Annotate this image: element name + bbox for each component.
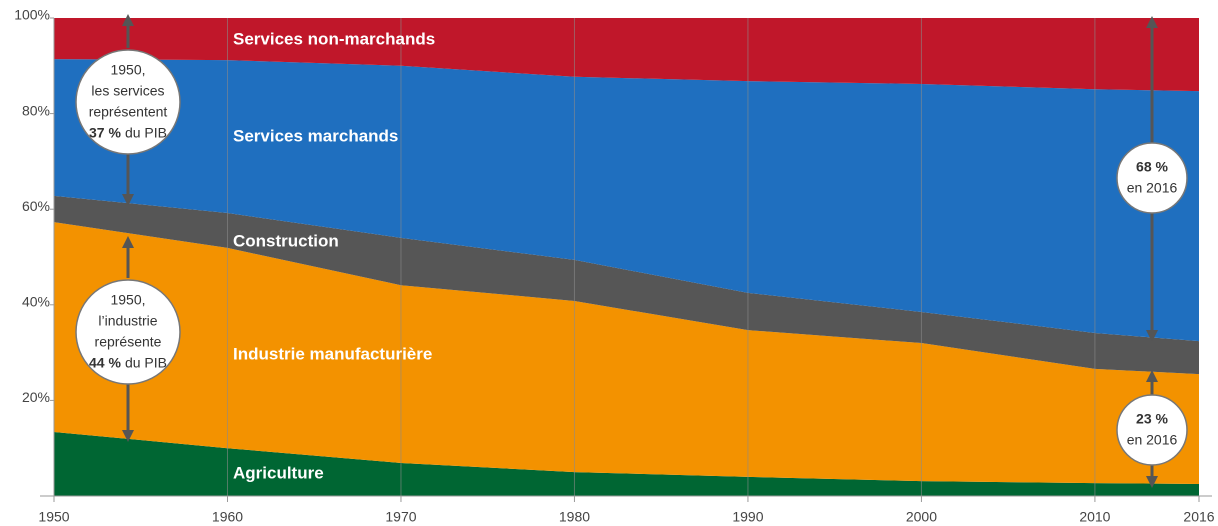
series-label: Services marchands xyxy=(233,126,398,145)
x-tick-label: 1950 xyxy=(38,509,69,525)
annotation-line: en 2016 xyxy=(1127,179,1178,195)
annotation-text: représentent xyxy=(89,103,168,119)
annotation-text: du PIB xyxy=(125,354,167,370)
annotation-line: 68 % xyxy=(1136,158,1168,174)
arrows xyxy=(122,13,1158,488)
annotation-text: 1950, xyxy=(110,61,145,77)
series-label: Industrie manufacturière xyxy=(233,344,432,363)
annotation-text: les services xyxy=(91,82,164,98)
annotation-text: 44 % xyxy=(89,354,121,370)
series-label: Agriculture xyxy=(233,463,324,482)
annotation-line: représente xyxy=(95,333,162,349)
area xyxy=(54,431,1199,496)
x-tick-label: 2010 xyxy=(1079,509,1110,525)
annotation-text: 37 % xyxy=(89,124,121,140)
grid: 1950 1960 1970 1980 1990 2000 2010 2016 20% 40% 60… xyxy=(14,7,1215,525)
y-tick-label: 40% xyxy=(22,294,50,310)
x-tick-label: 2000 xyxy=(906,509,937,525)
annotation-line: 44 % du PIB xyxy=(89,354,167,370)
annotation-line: l’industrie xyxy=(98,312,157,328)
areas xyxy=(54,18,1199,496)
annotation-line: 1950, xyxy=(110,61,145,77)
x-tick-label: 1960 xyxy=(212,509,243,525)
x-tick-label: 2016 xyxy=(1183,509,1214,525)
annotation-bubble xyxy=(75,49,181,155)
annotation-line: les services xyxy=(91,82,164,98)
annotation-bubble xyxy=(75,279,181,385)
annotation-text: représente xyxy=(95,333,162,349)
y-tick-label: 80% xyxy=(22,102,50,118)
labels: Agriculture Industrie manufacturière Const… xyxy=(233,29,435,482)
annotation-line: 37 % du PIB xyxy=(89,124,167,140)
annotation-text: l’industrie xyxy=(98,312,157,328)
annotation-bubble xyxy=(1116,394,1188,466)
annotation-text: en 2016 xyxy=(1127,431,1178,447)
area xyxy=(54,59,1199,342)
area xyxy=(54,195,1199,375)
y-tick-label: 100% xyxy=(14,7,50,23)
x-tick-label: 1990 xyxy=(732,509,763,525)
area xyxy=(54,222,1199,485)
annotation-line: représentent xyxy=(89,103,168,119)
annotation-line: 23 % xyxy=(1136,410,1168,426)
annotation-text: 1950, xyxy=(110,291,145,307)
series-label: Services non-marchands xyxy=(233,29,435,48)
annotation-text: 23 % xyxy=(1136,410,1168,426)
annotation-line: 1950, xyxy=(110,291,145,307)
x-tick-label: 1970 xyxy=(385,509,416,525)
annotation-line: en 2016 xyxy=(1127,431,1178,447)
annotation-text: 68 % xyxy=(1136,158,1168,174)
area xyxy=(54,18,1199,92)
annotation-text: en 2016 xyxy=(1127,179,1178,195)
series-label: Construction xyxy=(233,231,339,250)
annotation-bubble xyxy=(1116,142,1188,214)
y-tick-label: 60% xyxy=(22,198,50,214)
annotation-text: du PIB xyxy=(125,124,167,140)
x-tick-label: 1980 xyxy=(559,509,590,525)
y-tick-label: 20% xyxy=(22,389,50,405)
